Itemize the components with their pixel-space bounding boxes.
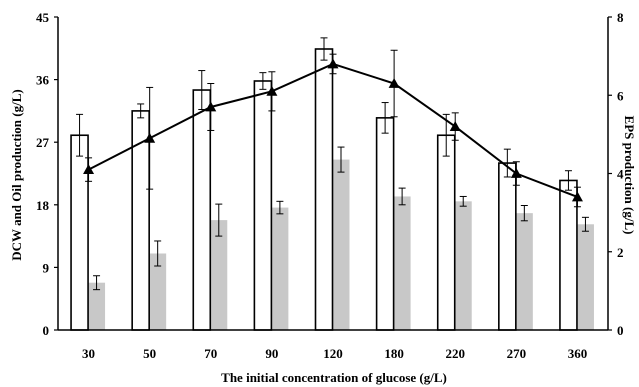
white-bar-70 [192,89,212,331]
white-bar-120 [314,48,334,331]
left-tick-label: 9 [43,260,50,275]
white-bar-error-90 [259,72,267,90]
x-tick-label: 270 [507,346,527,361]
x-tick-label: 50 [143,346,156,361]
x-tick-label: 360 [568,346,588,361]
gray-bar-error-70 [215,203,223,237]
left-tick-label: 0 [43,323,50,338]
gray-bar-error-220 [459,195,467,207]
left-tick-label: 18 [36,198,50,213]
eps-marker-360 [571,191,583,202]
left-y-axis-title: DCW and Oil production (g/L) [9,89,24,260]
gray-bar-error-90 [276,200,284,215]
white-bar-error-270 [503,148,511,178]
left-tick-label: 36 [36,73,50,88]
white-bar-error-30 [76,113,84,157]
eps-marker-220 [449,121,461,131]
gray-bar-error-270 [520,204,528,222]
plot-area [70,37,594,331]
x-tick-label: 180 [384,346,404,361]
x-tick-label: 220 [445,346,465,361]
eps-marker-30 [83,164,95,174]
white-bar-30 [70,134,89,331]
right-tick-label: 6 [617,88,624,103]
white-bar-error-360 [564,170,572,191]
gray-bar-50 [149,253,167,330]
gray-bar-30 [88,282,106,330]
eps-marker-120 [327,58,339,69]
x-tick-label: 30 [82,346,95,361]
eps-marker-70 [205,101,217,112]
right-tick-label: 2 [617,245,624,260]
white-bar-180 [375,117,395,331]
gray-bar-90 [271,207,289,330]
gray-bar-120 [332,159,350,330]
white-bar-90 [253,80,273,331]
right-tick-label: 4 [617,167,624,182]
left-tick-label: 45 [36,10,50,25]
right-tick-label: 0 [617,323,624,338]
x-tick-label: 120 [323,346,343,361]
gray-bar-error-360 [581,216,589,232]
gray-bar-70 [210,220,228,330]
white-bar-360 [559,179,578,331]
gray-bar-error-30 [93,275,101,291]
eps-marker-270 [510,168,522,178]
gray-bar-180 [393,196,411,330]
x-tick-label: 70 [204,346,217,361]
x-axis-title: The initial concentration of glucose (g/… [221,370,447,385]
gray-bar-270 [515,213,533,330]
gray-bar-360 [576,224,594,330]
white-bar-270 [498,162,517,331]
white-bar-error-180 [381,102,389,134]
gray-bar-error-120 [337,146,345,173]
white-bar-error-120 [320,37,328,61]
eps-marker-90 [266,85,278,96]
white-bar-220 [436,134,456,331]
axes: 0 9 18 27 36 45 0 2 4 6 8 30 50 70 90 120 180 220 270 360 [36,10,624,361]
gray-bar-error-180 [398,187,406,206]
x-tick-label: 90 [265,346,278,361]
eps-marker-50 [144,132,156,143]
right-y-axis-title: EPS production (g/L) [622,116,637,235]
white-bar-error-50 [137,103,145,119]
eps-marker-180 [388,78,400,88]
gray-bar-220 [454,201,472,330]
right-tick-label: 8 [617,10,624,25]
gray-bar-error-50 [154,240,162,267]
left-tick-label: 27 [36,135,50,150]
